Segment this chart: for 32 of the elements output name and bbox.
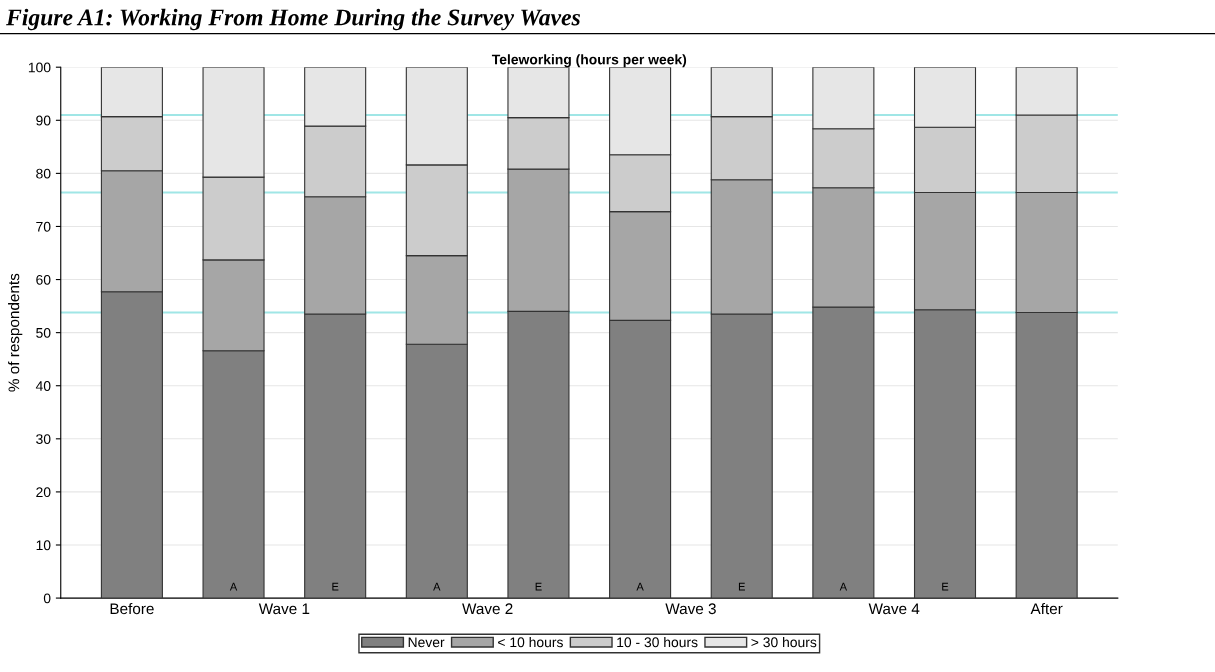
text: Wave 2 bbox=[462, 603, 513, 615]
legend-label: > 30 hours bbox=[751, 637, 817, 648]
text: Wave 4 bbox=[868, 603, 920, 615]
y-tick-label: 70 bbox=[36, 221, 51, 232]
y-tick-label: 100 bbox=[28, 62, 51, 73]
x-tick-label: After bbox=[1030, 602, 1063, 615]
y-tick-label: 80 bbox=[36, 168, 51, 179]
x-tick-label: E bbox=[535, 582, 542, 591]
y-tick-label: 90 bbox=[36, 115, 51, 126]
text: Wave 3 bbox=[665, 603, 716, 615]
chart-title: Figure A1: Working From Home During the Survey Waves bbox=[6, 8, 580, 31]
x-tick-label: A bbox=[839, 582, 848, 591]
y-tick-label: 50 bbox=[36, 327, 51, 338]
x-tick-label: E bbox=[942, 582, 949, 591]
y-axis-title: % of respondents bbox=[8, 273, 23, 392]
legend-label: Never bbox=[408, 637, 445, 648]
x-tick-label: A bbox=[636, 582, 644, 591]
x-tick-label: A bbox=[433, 582, 441, 591]
legend-label: 10 - 30 hours bbox=[617, 637, 698, 648]
legend-label: < 10 hours bbox=[498, 637, 563, 648]
x-tick-label: E bbox=[332, 582, 339, 591]
text: Wave 1 bbox=[258, 603, 310, 615]
y-tick-label: 10 bbox=[36, 540, 51, 551]
y-tick-label: 40 bbox=[35, 381, 51, 391]
chart-subtitle: Teleworking (hours per week) bbox=[491, 54, 687, 68]
y-tick-label: 0 bbox=[43, 593, 51, 604]
x-tick-label: A bbox=[229, 582, 238, 591]
y-tick-label: 60 bbox=[36, 274, 51, 285]
x-tick-label: E bbox=[738, 582, 745, 591]
x-tick-label: Before bbox=[110, 602, 154, 615]
y-tick-label: 30 bbox=[36, 434, 51, 444]
y-tick-label: 20 bbox=[36, 487, 51, 498]
